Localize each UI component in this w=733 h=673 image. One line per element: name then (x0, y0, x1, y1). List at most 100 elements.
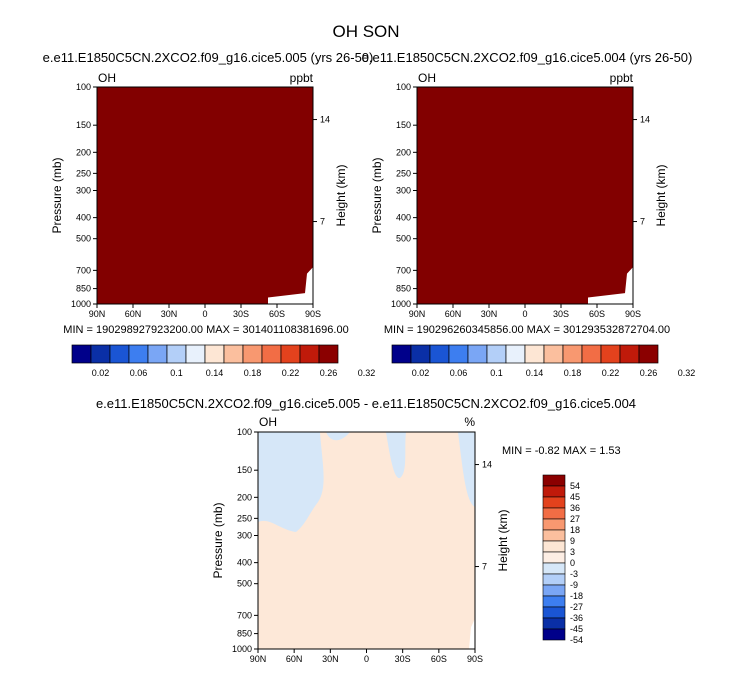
panel3-xtick-label-60S: 60S (431, 654, 447, 664)
page-title: OH SON (332, 22, 399, 41)
panel1-ytick-label-850: 850 (76, 284, 91, 294)
panel3-colorbar-label-9: 9 (570, 536, 575, 546)
panel1-colorbar-cell (242, 344, 263, 364)
panel3-negative-region-left (258, 432, 324, 532)
panel1-stats: MIN = 190298927923200.00 MAX = 301401108… (63, 324, 348, 336)
panel2-colorbar-cell (467, 344, 488, 364)
panel3-colorbar-cell (542, 562, 566, 575)
panel2-right-tick-label-14: 14 (640, 115, 650, 125)
panel3-colorbar-cell (542, 518, 566, 531)
panel3-colorbar-label--54: -54 (570, 635, 583, 645)
panel2-colorbar-cell (600, 344, 621, 364)
panel2-stats: MIN = 190296260345856.00 MAX = 301293532… (384, 324, 670, 336)
panel2-colorbar-label-0.32: 0.32 (678, 368, 696, 378)
panel3-ytick-label-500: 500 (237, 579, 252, 589)
panel2-colorbar-label-0.1: 0.1 (490, 368, 503, 378)
panel2-ytick-label-1000: 1000 (391, 299, 411, 309)
panel3-surface-mask (469, 618, 475, 649)
panel3-ylabel: Pressure (mb) (211, 502, 225, 578)
panel2-ylabel: Pressure (mb) (370, 157, 384, 233)
panel3-colorbar-cell (542, 606, 566, 619)
panel1-colorbar-cell (185, 344, 206, 364)
panel1-colorbar-cell (90, 344, 111, 364)
panel3-title: e.e11.E1850C5CN.2XCO2.f09_g16.cice5.005 … (96, 396, 636, 411)
panel1-ylabel-right: Height (km) (334, 164, 348, 226)
panel3-ytick-label-400: 400 (237, 558, 252, 568)
panel2-surface-mask (588, 267, 633, 304)
panel2-colorbar-cell (619, 344, 640, 364)
panel2-colorbar-label-0.26: 0.26 (640, 368, 658, 378)
panel3-xtick-label-90S: 90S (467, 654, 483, 664)
panel2-xtick-label-30N: 30N (481, 309, 498, 319)
panel1-xtick-label-90S: 90S (305, 309, 321, 319)
panel1-ytick-label-300: 300 (76, 186, 91, 196)
panel1-colorbar-label-0.18: 0.18 (244, 368, 262, 378)
panel2-title: e.e11.E1850C5CN.2XCO2.f09_g16.cice5.004 … (362, 50, 693, 65)
panel2-colorbar-cell (524, 344, 545, 364)
panel1-colorbar-cell (280, 344, 301, 364)
panel3-units-label: % (464, 415, 475, 429)
panel3-colorbar-cell (542, 584, 566, 597)
panel1-title: e.e11.E1850C5CN.2XCO2.f09_g16.cice5.005 … (43, 50, 374, 65)
panel2-ytick-label-300: 300 (396, 186, 411, 196)
panel2-ytick-label-100: 100 (396, 82, 411, 92)
panel3-colorbar-cell (542, 474, 566, 487)
panel3-colorbar-label-3: 3 (570, 547, 575, 557)
panel2-colorbar-cell (429, 344, 450, 364)
panel1-ytick-label-200: 200 (76, 147, 91, 157)
panel2-colorbar-label-0.18: 0.18 (564, 368, 582, 378)
panel2-colorbar-label-0.06: 0.06 (450, 368, 468, 378)
panel3-stats: MIN = -0.82 MAX = 1.53 (502, 445, 621, 457)
panel3-colorbar-label-36: 36 (570, 503, 580, 513)
panel1-colorbar-cell (109, 344, 130, 364)
panel2-colorbar-cell (638, 344, 659, 364)
panel1-colorbar-cell (71, 344, 92, 364)
panel3-colorbar-label-54: 54 (570, 481, 580, 491)
panel2-colorbar-label-0.14: 0.14 (526, 368, 544, 378)
panel1-right-tick-label-7: 7 (320, 217, 325, 227)
panel3-colorbar-label-27: 27 (570, 514, 580, 524)
panel1-colorbar-label-0.14: 0.14 (206, 368, 224, 378)
panel1-ytick-label-250: 250 (76, 168, 91, 178)
panel1-xtick-label-90N: 90N (89, 309, 106, 319)
panel3-xtick-label-0: 0 (364, 654, 369, 664)
panel2-xtick-label-30S: 30S (553, 309, 569, 319)
panel2-colorbar-cell (543, 344, 564, 364)
panel3-right-tick-label-14: 14 (482, 460, 492, 470)
panel2-xtick-label-0: 0 (522, 309, 527, 319)
panel1-colorbar-cell (166, 344, 187, 364)
panel3-colorbar-label--9: -9 (570, 580, 578, 590)
panel1-colorbar-cell (128, 344, 149, 364)
panel1-ytick-label-700: 700 (76, 265, 91, 275)
panel3-colorbar-cell (542, 551, 566, 564)
panel3-xtick-label-30S: 30S (395, 654, 411, 664)
panel3-ylabel-right: Height (km) (496, 509, 510, 571)
panel2-ylabel-right: Height (km) (654, 164, 668, 226)
panel3-colorbar-label-45: 45 (570, 492, 580, 502)
panel2-colorbar-cell (448, 344, 469, 364)
panel2-ytick-label-850: 850 (396, 284, 411, 294)
panel1-colorbar-label-0.32: 0.32 (358, 368, 376, 378)
panel1-colorbar-label-0.02: 0.02 (92, 368, 110, 378)
panel1-colorbar-cell (299, 344, 320, 364)
panel3-negative-region-right (386, 432, 406, 479)
panel2-ytick-label-500: 500 (396, 234, 411, 244)
panel2-colorbar-cell (486, 344, 507, 364)
panel2-colorbar-cell (505, 344, 526, 364)
panel1-right-tick-label-14: 14 (320, 115, 330, 125)
panel3-ytick-label-300: 300 (237, 531, 252, 541)
panel1-colorbar-label-0.26: 0.26 (320, 368, 338, 378)
panel1-left-label: OH (98, 71, 116, 85)
panel1-ytick-label-150: 150 (76, 120, 91, 130)
panel2-colorbar-cell (391, 344, 412, 364)
panel2-ytick-label-250: 250 (396, 168, 411, 178)
panel3-colorbar-label--45: -45 (570, 624, 583, 634)
panel1-xtick-label-30S: 30S (233, 309, 249, 319)
panel3-colorbar-label--36: -36 (570, 613, 583, 623)
panel3-colorbar-cell (542, 496, 566, 509)
panel1-xtick-label-0: 0 (202, 309, 207, 319)
panel2-field (417, 87, 633, 304)
panel2-colorbar-label-0.22: 0.22 (602, 368, 620, 378)
panel1-ylabel: Pressure (mb) (50, 157, 64, 233)
panel1-colorbar-label-0.22: 0.22 (282, 368, 300, 378)
